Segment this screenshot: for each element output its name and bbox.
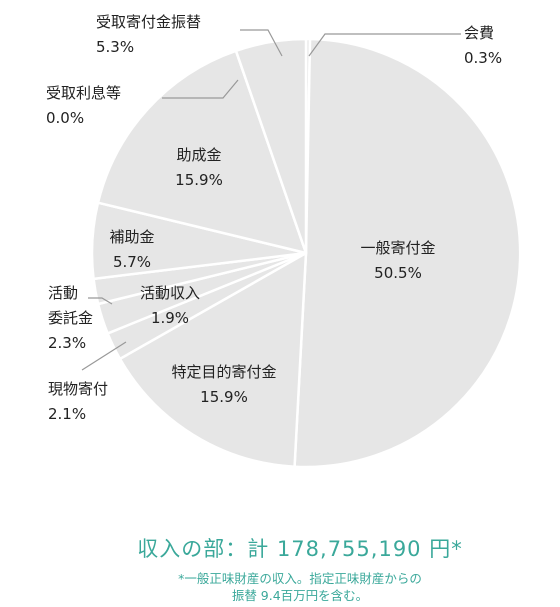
slice-percent: 2.3% bbox=[48, 334, 86, 352]
slice-name: 活動収入 bbox=[140, 284, 200, 302]
slice-percent: 2.1% bbox=[48, 405, 86, 423]
leader-line bbox=[240, 29, 283, 57]
slice-label: 受取寄付金振替 5.3% bbox=[96, 13, 201, 56]
slice-label: 活動収入 1.9% bbox=[140, 284, 200, 327]
leader-line bbox=[308, 33, 461, 57]
slice-percent: 50.5% bbox=[374, 264, 422, 282]
slice-label: 受取利息等 0.0% bbox=[46, 84, 121, 127]
pie-slice bbox=[234, 37, 308, 255]
pie-slice bbox=[118, 251, 308, 468]
slice-percent: 1.9% bbox=[151, 309, 189, 327]
pie-slices bbox=[90, 37, 522, 469]
slice-percent: 15.9% bbox=[200, 388, 248, 406]
slice-name: 補助金 bbox=[109, 228, 154, 246]
slice-percent: 0.0% bbox=[46, 109, 84, 127]
slice-name: 受取利息等 bbox=[46, 84, 121, 102]
income-total: 収入の部：計 178,755,190 円* bbox=[137, 537, 463, 561]
slice-name: 現物寄付 bbox=[48, 380, 108, 398]
slice-label: 活動委託金 2.3% bbox=[48, 284, 93, 352]
slice-percent: 5.7% bbox=[113, 253, 151, 271]
leader-lines bbox=[81, 29, 461, 371]
footnote-line-1: *一般正味財産の収入。指定正味財産からの bbox=[178, 571, 422, 586]
pie-chart: 会費 0.3% 一般寄付金 50.5% 特定目的寄付金 15.9% 現物寄付 2.1% 活動委託… bbox=[46, 13, 522, 469]
slice-name: 一般寄付金 bbox=[360, 239, 435, 257]
slice-percent: 15.9% bbox=[175, 171, 223, 189]
slice-label: 一般寄付金 50.5% bbox=[360, 239, 435, 282]
slice-label: 特定目的寄付金 15.9% bbox=[171, 363, 276, 406]
slice-label: 補助金 5.7% bbox=[109, 228, 154, 271]
slice-label: 会費 0.3% bbox=[464, 24, 502, 67]
slice-name: 活動 bbox=[48, 284, 78, 302]
slice-labels: 会費 0.3% 一般寄付金 50.5% 特定目的寄付金 15.9% 現物寄付 2.1% 活動委託… bbox=[46, 13, 502, 423]
slice-name: 助成金 bbox=[176, 146, 221, 164]
leader-line bbox=[81, 341, 127, 371]
slice-name: 委託金 bbox=[48, 309, 93, 327]
pie-slice bbox=[293, 37, 522, 469]
slice-percent: 5.3% bbox=[96, 38, 134, 56]
slice-name: 特定目的寄付金 bbox=[171, 363, 276, 381]
pie-slice bbox=[96, 49, 308, 255]
slice-label: 現物寄付 2.1% bbox=[48, 380, 108, 423]
slice-percent: 0.3% bbox=[464, 49, 502, 67]
slice-label: 助成金 15.9% bbox=[175, 146, 223, 189]
leader-line bbox=[162, 79, 239, 99]
slice-name: 受取寄付金振替 bbox=[96, 13, 201, 31]
footnote-line-2: 振替 9.4百万円を含む。 bbox=[231, 588, 369, 603]
leader-line bbox=[88, 297, 113, 305]
slice-name: 会費 bbox=[464, 24, 494, 42]
